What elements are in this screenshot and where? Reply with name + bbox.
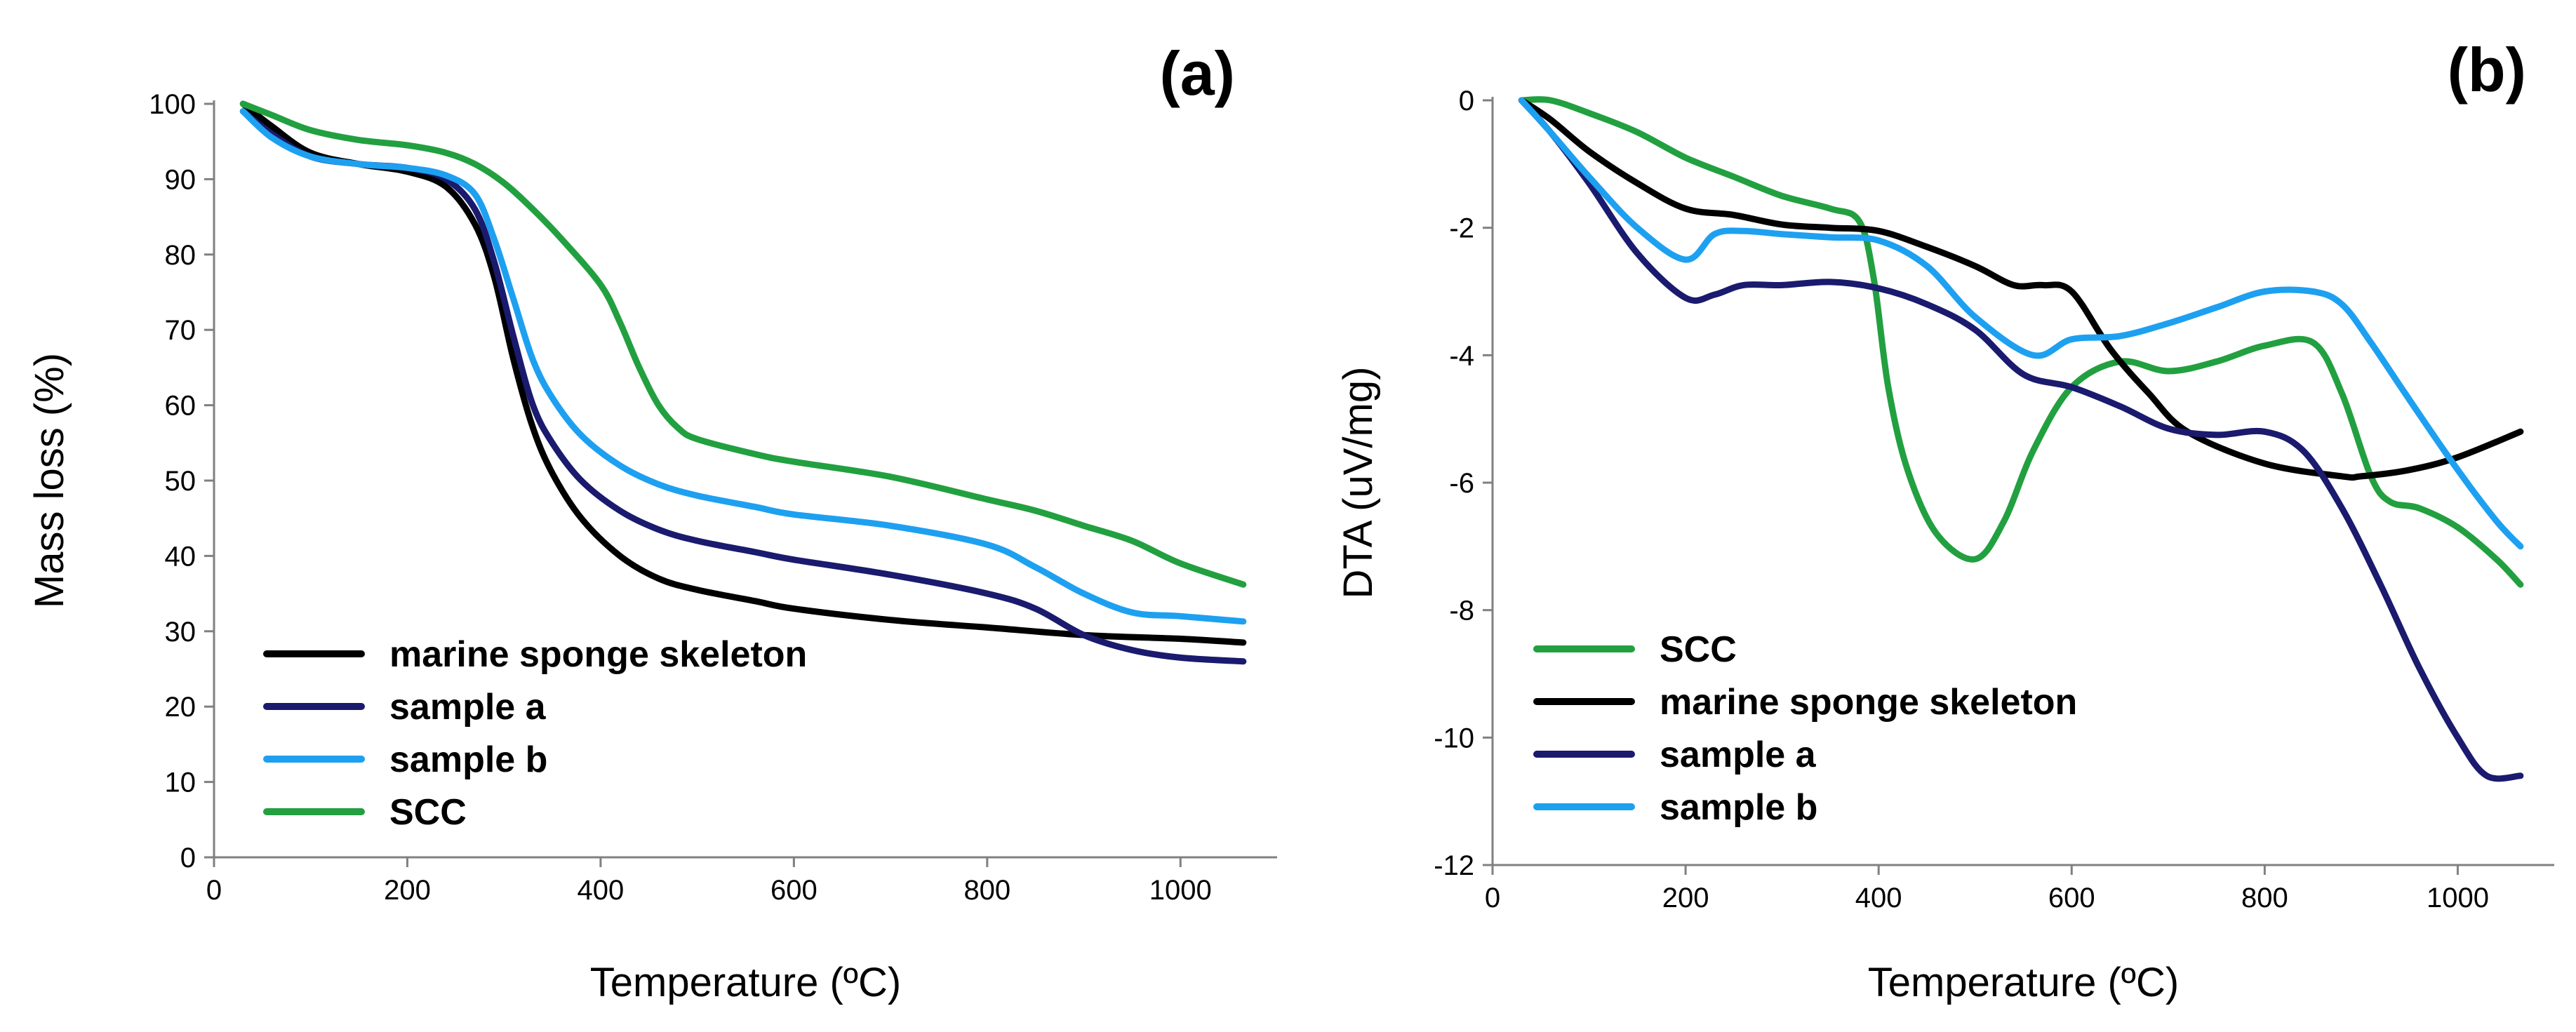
panel-a-y-tick-label: 40 bbox=[165, 541, 196, 572]
panel-b-y-axis-title: DTA (uV/mg) bbox=[1335, 367, 1381, 599]
panel-a-series-marine-sponge-skeleton-line bbox=[239, 100, 1247, 646]
panel-b-x-axis-title: Temperature (ºC) bbox=[1868, 960, 2179, 1005]
panel-a-label: (a) bbox=[1159, 39, 1235, 108]
panel-a-y-tick-label: 90 bbox=[165, 164, 196, 195]
panel-b-y-tick-label: -6 bbox=[1449, 468, 1474, 499]
panel-a-y-tick-label: 60 bbox=[165, 391, 196, 422]
panel-a-legend-label-sample-a: sample a bbox=[389, 687, 547, 728]
panel-a-legend-label-marine-sponge-skeleton: marine sponge skeleton bbox=[389, 634, 807, 675]
panel-a-x-tick-label: 200 bbox=[384, 875, 431, 906]
panel-a-x-tick-label: 800 bbox=[963, 875, 1010, 906]
panel-b-legend-label-sample-a: sample a bbox=[1660, 735, 1817, 775]
panel-b-legend-label-scc: SCC bbox=[1660, 629, 1737, 670]
panel-a-series-sample-b-line bbox=[239, 108, 1247, 625]
panel-a-x-tick-label: 0 bbox=[206, 875, 222, 906]
panel-a-y-tick-label: 10 bbox=[165, 768, 196, 798]
panel-a-y-tick-label: 30 bbox=[165, 617, 196, 648]
panel-b-y-tick-label: -8 bbox=[1449, 596, 1474, 626]
panel-b-y-tick-label: -4 bbox=[1449, 340, 1474, 371]
panel-a-series-scc-line bbox=[239, 100, 1247, 588]
panel-b-x-tick-label: 0 bbox=[1485, 883, 1500, 913]
panel-b-label: (b) bbox=[2448, 35, 2526, 105]
panel-a-x-tick-label: 600 bbox=[770, 875, 817, 906]
panel-b-series-sample-a-line bbox=[1518, 97, 2524, 782]
panel-b-x-tick-label: 1000 bbox=[2427, 883, 2489, 913]
panel-a-y-tick-label: 20 bbox=[165, 692, 196, 723]
panel-b-series-marine-sponge-skeleton-line bbox=[1518, 97, 2524, 481]
panel-b-x-tick-label: 600 bbox=[2048, 883, 2095, 913]
panel-b-series-sample-b-line bbox=[1518, 97, 2524, 550]
panel-a-y-tick-label: 100 bbox=[149, 89, 196, 120]
panel-a-legend-label-scc: SCC bbox=[389, 792, 467, 833]
panel-a-y-tick-label: 70 bbox=[165, 315, 196, 346]
panel-a-x-tick-label: 400 bbox=[578, 875, 625, 906]
panel-a-y-axis-title: Mass loss (%) bbox=[27, 353, 72, 608]
panel-a-x-axis-title: Temperature (ºC) bbox=[590, 960, 901, 1005]
panel-b-legend-label-marine-sponge-skeleton: marine sponge skeleton bbox=[1660, 682, 2077, 723]
panel-a-series-sample-a-line bbox=[239, 108, 1247, 665]
panel-a-legend-label-sample-b: sample b bbox=[389, 739, 547, 780]
chart-panel-b: -12 -10 -8 -6 -4 -2 0 0 200 400 600 800 1000 Temperat… bbox=[1335, 35, 2554, 1005]
panel-b-legend-label-sample-b: sample b bbox=[1660, 787, 1817, 828]
panel-b-x-tick-label: 400 bbox=[1855, 883, 1902, 913]
panel-a-x-tick-label: 1000 bbox=[1149, 875, 1212, 906]
panel-b-y-tick-label: 0 bbox=[1459, 86, 1474, 116]
panel-b-y-tick-label: -2 bbox=[1449, 213, 1474, 244]
panel-a-y-tick-label: 80 bbox=[165, 240, 196, 271]
panel-a-y-tick-label: 50 bbox=[165, 466, 196, 497]
panel-b-x-tick-label: 800 bbox=[2241, 883, 2288, 913]
panel-a-y-tick-label: 0 bbox=[180, 843, 196, 873]
panel-b-y-tick-label: -12 bbox=[1434, 850, 1474, 881]
panel-b-series-scc-line bbox=[1518, 96, 2524, 588]
panel-b-y-tick-label: -10 bbox=[1434, 723, 1474, 753]
panel-b-x-tick-label: 200 bbox=[1662, 883, 1709, 913]
